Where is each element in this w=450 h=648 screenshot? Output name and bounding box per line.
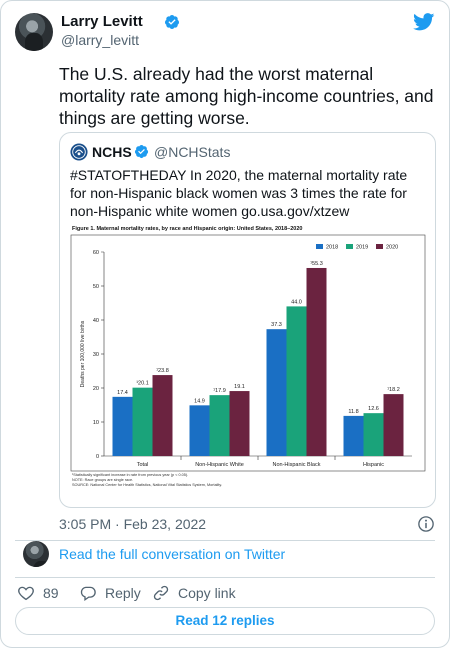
y-tick-label: 60 <box>93 250 99 256</box>
bar <box>383 394 404 456</box>
chart-title: Figure 1. Maternal mortality rates, by r… <box>72 226 303 232</box>
y-tick-label: 0 <box>96 454 99 460</box>
quoted-tweet-text: #STATOFTHEDAY In 2020, the maternal mort… <box>70 167 408 219</box>
bar-value-label: 14.9 <box>194 398 205 404</box>
read-conversation-link[interactable]: Read the full conversation on Twitter <box>59 546 286 562</box>
divider <box>15 540 435 541</box>
info-icon[interactable] <box>417 515 435 533</box>
twitter-bird-icon[interactable] <box>413 13 435 31</box>
bar <box>363 413 384 456</box>
copy-link-label: Copy link <box>178 585 236 601</box>
legend-label: 2019 <box>356 245 368 251</box>
quoted-tweet[interactable]: NCHS @NCHStats #STATOFTHEDAY In 2020, th… <box>59 132 436 508</box>
nchs-logo-icon <box>70 143 88 161</box>
read-replies-button[interactable]: Read 12 replies <box>15 607 435 635</box>
chart-note: NOTE: Race groups are single race. <box>72 478 134 482</box>
bar-value-label: ¹20.1 <box>136 381 149 387</box>
y-tick-label: 20 <box>93 386 99 392</box>
tweet-timestamp[interactable]: 3:05 PM · Feb 23, 2022 <box>59 516 207 532</box>
divider <box>15 577 435 578</box>
legend-label: 2020 <box>386 245 398 251</box>
legend-swatch <box>376 244 383 249</box>
bar <box>343 415 364 456</box>
bar-value-label: ¹18.2 <box>387 387 400 393</box>
like-button[interactable]: 89 <box>17 584 59 602</box>
bar <box>266 329 287 456</box>
verified-badge-icon <box>164 15 179 29</box>
chart-notes: ¹Statistically significant increase in r… <box>72 473 222 488</box>
reply-label: Reply <box>105 585 141 601</box>
bar <box>189 405 210 456</box>
tweet-text: The U.S. already had the worst maternal … <box>59 64 434 128</box>
bar <box>229 391 250 456</box>
y-tick-label: 30 <box>93 352 99 358</box>
bar <box>112 396 133 456</box>
legend-swatch <box>346 244 353 249</box>
bar-value-label: ¹55.3 <box>310 261 323 267</box>
chart-note: SOURCE: National Center for Health Stati… <box>72 483 223 487</box>
bar-value-label: 12.6 <box>368 406 379 412</box>
bar-value-label: ¹17.9 <box>213 388 226 394</box>
bar-value-label: 19.1 <box>234 384 245 390</box>
copy-link-button[interactable]: Copy link <box>152 584 236 602</box>
author-name[interactable]: Larry Levitt <box>61 13 143 30</box>
bar-chart: 0 10 20 30 40 50 60 Deaths per 100,000 live bir… <box>70 234 426 472</box>
legend-label: 2018 <box>326 245 338 251</box>
bar-value-label: 17.4 <box>117 390 128 396</box>
chart-figure: Figure 1. Maternal mortality rates, by r… <box>70 226 426 501</box>
like-count: 89 <box>43 585 59 601</box>
conversation-avatar <box>23 541 49 567</box>
x-tick-label: Non-Hispanic Black <box>273 462 321 468</box>
bar-value-label: ¹23.8 <box>156 368 169 374</box>
x-tick-label: Total <box>137 462 149 468</box>
bar <box>132 387 153 456</box>
reply-button[interactable]: Reply <box>79 584 141 602</box>
bar <box>209 395 230 456</box>
y-tick-label: 40 <box>93 318 99 324</box>
y-axis-label: Deaths per 100,000 live births <box>80 320 86 387</box>
bar-value-label: 37.3 <box>271 322 282 328</box>
bar <box>152 375 173 456</box>
y-tick-label: 10 <box>93 420 99 426</box>
x-tick-label: Non-Hispanic White <box>195 462 244 468</box>
bar <box>286 306 307 456</box>
x-tick-label: Hispanic <box>363 462 384 468</box>
bar-value-label: 11.8 <box>348 409 358 415</box>
author-handle[interactable]: @larry_levitt <box>61 32 140 48</box>
y-tick-label: 50 <box>93 284 99 290</box>
quoted-verified-badge-icon <box>134 144 149 159</box>
reply-icon <box>80 586 96 602</box>
heart-icon <box>18 586 34 601</box>
chart-frame <box>70 234 426 472</box>
quoted-author-handle: @NCHStats <box>154 144 231 160</box>
legend-swatch <box>316 244 323 249</box>
bar <box>306 267 327 456</box>
quoted-author-name: NCHS <box>92 144 132 160</box>
bar-value-label: 44.0 <box>291 299 302 305</box>
author-avatar[interactable] <box>15 13 53 51</box>
chart-note: ¹Statistically significant increase in r… <box>72 473 189 477</box>
link-icon <box>153 585 169 601</box>
